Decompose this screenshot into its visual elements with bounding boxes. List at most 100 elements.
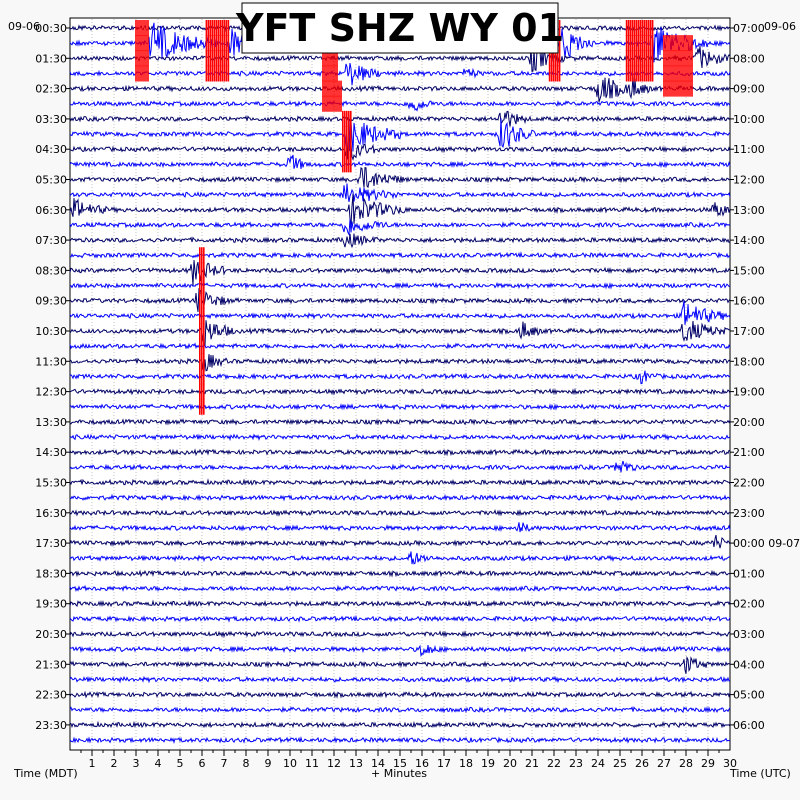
title-box xyxy=(241,2,559,54)
right-time-label-14: 21:00 xyxy=(733,446,765,459)
trace-32 xyxy=(69,509,731,517)
trace-16 xyxy=(69,260,731,286)
clipped-segments xyxy=(135,20,693,415)
trace-11 xyxy=(69,183,731,202)
x-tick-label-16: 16 xyxy=(415,757,429,770)
right-time-label-11: 18:00 xyxy=(733,355,765,368)
clipped-segment-8 xyxy=(322,50,338,67)
clipped-segment-12 xyxy=(342,110,352,127)
trace-37 xyxy=(69,584,731,593)
clipped-segment-34 xyxy=(199,338,205,355)
x-tick-label-18: 18 xyxy=(459,757,473,770)
clipped-segment-7 xyxy=(205,65,230,82)
trace-42 xyxy=(69,655,731,674)
trace-26 xyxy=(69,418,731,426)
trace-46 xyxy=(69,720,731,729)
trace-19 xyxy=(69,300,731,325)
trace-7 xyxy=(69,113,731,156)
left-time-label-19: 19:30 xyxy=(35,598,67,611)
left-axis-label: Time (MDT) xyxy=(13,767,78,780)
x-tick-label-29: 29 xyxy=(701,757,715,770)
clipped-segment-20 xyxy=(625,20,654,36)
x-tick-label-2: 2 xyxy=(111,757,118,770)
clipped-segment-18 xyxy=(548,50,561,67)
right-time-label-9: 16:00 xyxy=(733,295,765,308)
x-tick-label-4: 4 xyxy=(155,757,162,770)
left-time-label-17: 17:30 xyxy=(35,537,67,550)
x-tick-label-14: 14 xyxy=(371,757,385,770)
trace-5 xyxy=(69,99,731,112)
x-tick-label-8: 8 xyxy=(243,757,250,770)
clipped-segment-14 xyxy=(342,141,352,158)
clipped-segment-13 xyxy=(342,126,352,143)
trace-9 xyxy=(69,154,731,169)
clipped-segment-28 xyxy=(199,247,205,264)
x-tick-label-13: 13 xyxy=(349,757,363,770)
trace-20 xyxy=(69,320,731,348)
left-time-label-1: 01:30 xyxy=(35,52,67,65)
right-time-label-13: 20:00 xyxy=(733,416,765,429)
x-tick-label-10: 10 xyxy=(283,757,297,770)
right-time-label-23: 06:00 xyxy=(733,719,765,732)
right-time-label-8: 15:00 xyxy=(733,264,765,277)
right-time-label-20: 03:00 xyxy=(733,628,765,641)
x-axis-label: + Minutes xyxy=(371,767,427,780)
trace-29 xyxy=(69,460,731,473)
clipped-segment-0 xyxy=(135,20,149,36)
right-time-axis: 07:00 08:00 09:00 10:00 11:00 12:00 13:00 14:00… xyxy=(730,22,800,732)
left-time-label-5: 05:30 xyxy=(35,174,67,187)
left-time-label-18: 18:30 xyxy=(35,567,67,580)
left-time-label-23: 23:30 xyxy=(35,719,67,732)
trace-31 xyxy=(69,493,731,502)
x-tick-label-24: 24 xyxy=(591,757,605,770)
seismic-traces xyxy=(69,22,731,744)
x-tick-label-23: 23 xyxy=(569,757,583,770)
clipped-segment-38 xyxy=(199,398,205,415)
right-time-label-12: 19:00 xyxy=(733,386,765,399)
trace-14 xyxy=(69,233,731,249)
x-tick-label-6: 6 xyxy=(199,757,206,770)
x-tick-label-19: 19 xyxy=(481,757,495,770)
left-time-label-7: 07:30 xyxy=(35,234,67,247)
left-time-label-14: 14:30 xyxy=(35,446,67,459)
left-time-label-3: 03:30 xyxy=(35,113,67,126)
trace-45 xyxy=(69,705,731,714)
left-time-label-2: 02:30 xyxy=(35,83,67,96)
trace-4 xyxy=(70,76,731,103)
x-tick-label-1: 1 xyxy=(89,757,96,770)
trace-6 xyxy=(69,110,731,127)
x-tick-label-9: 9 xyxy=(265,757,272,770)
trace-24 xyxy=(69,387,731,396)
right-time-label-4: 11:00 xyxy=(733,143,765,156)
x-tick-label-5: 5 xyxy=(177,757,184,770)
x-tick-label-17: 17 xyxy=(437,757,451,770)
x-tick-label-15: 15 xyxy=(393,757,407,770)
right-time-label-22: 05:00 xyxy=(733,689,765,702)
right-time-label-5: 12:00 xyxy=(733,174,765,187)
right-time-label-18: 01:00 xyxy=(733,567,765,580)
clipped-segment-27 xyxy=(663,80,693,97)
clipped-segment-10 xyxy=(322,80,342,97)
clipped-segment-25 xyxy=(663,50,693,67)
clipped-segment-26 xyxy=(663,65,693,82)
trace-44 xyxy=(69,690,731,699)
clipped-segment-37 xyxy=(199,383,205,400)
clipped-segment-5 xyxy=(205,35,230,52)
trace-28 xyxy=(69,448,731,457)
clipped-segment-21 xyxy=(625,35,654,52)
x-axis-ticks: 1 2 3 4 5 6 7 8 9 10 11 12 13 14 15 16 17 18 19 20 21 22 23 24 2… xyxy=(80,750,737,770)
clipped-segment-2 xyxy=(135,50,149,67)
left-time-axis: 00:30 01:30 02:30 03:30 04:30 05:30 06:30 07:30… xyxy=(35,22,70,732)
clipped-segment-33 xyxy=(199,323,205,339)
left-time-label-10: 10:30 xyxy=(35,325,67,338)
trace-41 xyxy=(69,644,731,658)
x-tick-label-26: 26 xyxy=(635,757,649,770)
trace-18 xyxy=(69,288,731,312)
left-time-label-9: 09:30 xyxy=(35,295,67,308)
right-time-label-21: 04:00 xyxy=(733,658,765,671)
trace-34 xyxy=(69,534,731,549)
right-time-label-17: 00:00 09-07 xyxy=(733,537,800,550)
trace-36 xyxy=(69,569,731,578)
right-time-label-6: 13:00 xyxy=(733,204,765,217)
